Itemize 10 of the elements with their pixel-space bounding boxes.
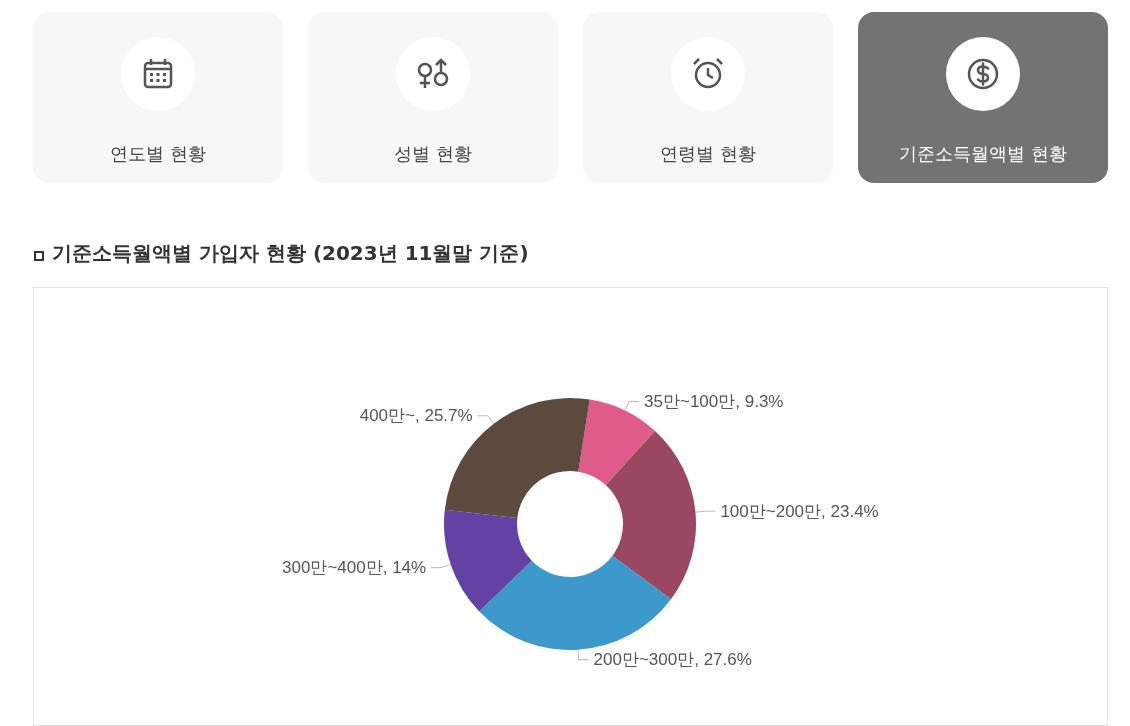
slice-label: 200만~300만, 27.6%	[593, 650, 752, 670]
slice-label: 100만~200만, 23.4%	[720, 501, 879, 521]
slice-label: 300만~400만, 14%	[282, 558, 427, 578]
text: 기준소득월액별 현황	[898, 142, 1068, 166]
text: 연도별 현황	[109, 142, 207, 166]
chart-title: 기준소득월액별 가입자 현황 (2023년 11월말 기준)	[52, 240, 529, 267]
slice-label: 400만~, 25.7%	[359, 406, 473, 426]
text: 연령별 현황	[659, 142, 757, 166]
text: 성별 현황	[393, 142, 473, 166]
slice-label: 35만~100만, 9.3%	[644, 391, 784, 411]
